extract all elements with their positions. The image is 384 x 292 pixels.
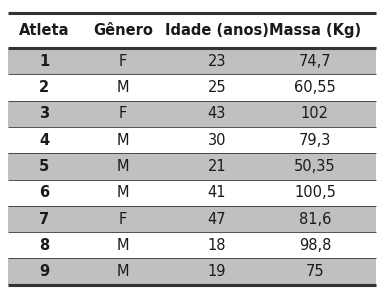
Text: 47: 47 [208,211,226,227]
Text: 6: 6 [39,185,49,200]
Text: 19: 19 [208,264,226,279]
Text: Gênero: Gênero [93,23,153,38]
Bar [8,101,376,127]
Text: M: M [117,185,129,200]
Bar [8,48,376,74]
Text: 4: 4 [39,133,49,148]
Text: M: M [117,159,129,174]
Text: 102: 102 [301,106,329,121]
Text: M: M [117,80,129,95]
Text: 9: 9 [39,264,49,279]
Text: F: F [119,54,127,69]
Text: M: M [117,238,129,253]
Text: 7: 7 [39,211,49,227]
Text: 30: 30 [208,133,226,148]
Text: 8: 8 [39,238,49,253]
Text: M: M [117,133,129,148]
Text: 2: 2 [39,80,49,95]
Text: 50,35: 50,35 [294,159,336,174]
Text: Massa (Kg): Massa (Kg) [269,23,361,38]
Text: 75: 75 [306,264,324,279]
Text: 23: 23 [208,54,226,69]
Text: 81,6: 81,6 [299,211,331,227]
Text: 5: 5 [39,159,49,174]
Text: F: F [119,211,127,227]
Bar [8,258,376,285]
Text: 1: 1 [39,54,49,69]
Text: 18: 18 [208,238,226,253]
Bar [8,206,376,232]
Text: 41: 41 [208,185,226,200]
Text: Idade (anos): Idade (anos) [165,23,269,38]
Text: 79,3: 79,3 [299,133,331,148]
Text: M: M [117,264,129,279]
Text: 74,7: 74,7 [299,54,331,69]
Text: 43: 43 [208,106,226,121]
Text: F: F [119,106,127,121]
Text: 60,55: 60,55 [294,80,336,95]
Text: 100,5: 100,5 [294,185,336,200]
Text: 98,8: 98,8 [299,238,331,253]
Text: 3: 3 [39,106,49,121]
Bar [8,153,376,180]
Text: 25: 25 [208,80,226,95]
Text: 21: 21 [208,159,226,174]
Text: Atleta: Atleta [19,23,70,38]
